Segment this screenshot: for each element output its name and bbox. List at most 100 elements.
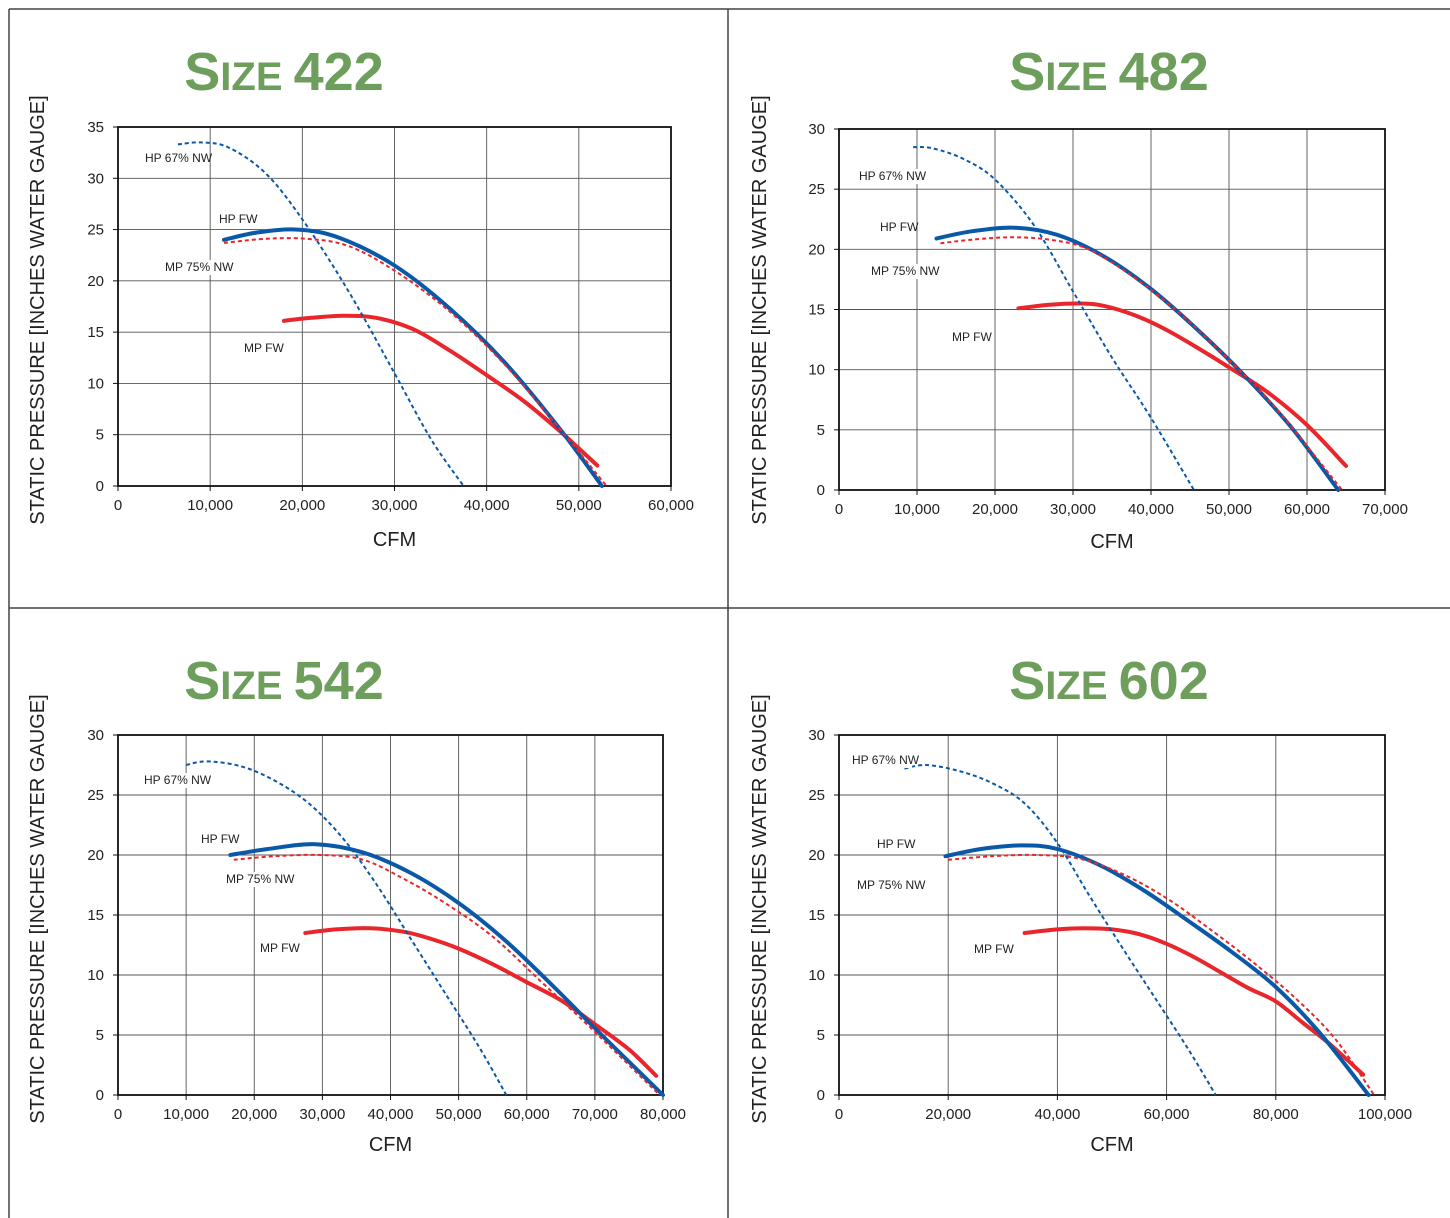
curve-label: HP 67% NW (145, 151, 213, 165)
curve-label-bg (855, 878, 918, 893)
y-tick-label: 30 (87, 727, 104, 744)
y-tick-label: 10 (808, 362, 825, 379)
y-tick-label: 15 (87, 907, 104, 924)
curve-label-bg (950, 330, 985, 345)
y-tick-label: 30 (808, 727, 825, 744)
series-line-mp-fw (1016, 301, 1348, 468)
y-tick-label: 10 (808, 967, 825, 984)
x-axis-label: CFM (1090, 531, 1133, 553)
curve-label-bg (163, 260, 226, 275)
series-line-hp-fw (228, 842, 665, 1097)
series-line-mp-75-nw (233, 853, 661, 1096)
x-tick-label: 0 (114, 1106, 122, 1123)
x-tick-label: 50,000 (436, 1106, 482, 1123)
series-line-hp-fw (943, 843, 1371, 1097)
series-line-mp-fw (281, 313, 600, 468)
curve-label: HP 67% NW (859, 169, 927, 183)
curve-label: MP 75% NW (857, 878, 926, 892)
x-tick-label: 70,000 (1362, 501, 1408, 518)
x-tick-label: 50,000 (556, 497, 602, 514)
curve-label-bg (850, 753, 913, 768)
y-tick-label: 5 (96, 1027, 104, 1044)
y-tick-label: 5 (817, 1027, 825, 1044)
x-tick-label: 50,000 (1206, 501, 1252, 518)
chart-svg: SIZE 422 0 10,000 20,000 30,000 40,000 50,000 6… (27, 42, 694, 551)
chart-svg: SIZE 602 0 20,000 40,000 60,000 80,000 100,000… (749, 651, 1412, 1156)
curve-label-bg (258, 941, 293, 956)
curve-label: MP 75% NW (165, 260, 234, 274)
series-line-mp-75-nw (940, 236, 1343, 491)
y-tick-label: 5 (96, 427, 104, 444)
y-tick-label: 25 (87, 222, 104, 239)
curve-label-bg (878, 220, 913, 235)
x-tick-label: 0 (835, 1106, 843, 1123)
x-tick-label: 20,000 (972, 501, 1018, 518)
y-tick-label: 20 (808, 241, 825, 258)
x-tick-label: 20,000 (231, 1106, 277, 1123)
x-tick-label: 40,000 (368, 1106, 414, 1123)
y-axis-label: STATIC PRESSURE [INCHES WATER GAUGE] (749, 95, 771, 524)
curve-label-bg (972, 942, 1007, 957)
y-tick-label: 0 (96, 478, 104, 495)
series-line-mp-fw (303, 926, 659, 1078)
series-line-mp-fw (1022, 926, 1366, 1077)
chart-title: SIZE 542 (184, 651, 383, 711)
curve-label: MP FW (244, 341, 284, 355)
y-tick-label: 0 (817, 1087, 825, 1104)
curve-label: MP 75% NW (871, 264, 940, 278)
x-tick-label: 20,000 (925, 1106, 971, 1123)
y-tick-label: 20 (87, 847, 104, 864)
x-tick-label: 60,000 (1284, 501, 1330, 518)
chart-panel-size-542: SIZE 542 0 10,000 20,000 30,000 40,000 50,000 6… (10, 609, 728, 1218)
x-axis-label: CFM (373, 529, 416, 551)
curve-label-bg (143, 151, 206, 166)
chart-title: SIZE 422 (184, 42, 383, 102)
y-tick-label: 5 (817, 422, 825, 439)
y-tick-label: 30 (808, 121, 825, 138)
series-line-hp-67-nw (913, 145, 1195, 491)
y-tick-label: 20 (87, 273, 104, 290)
series-line-hp-fw (934, 225, 1341, 492)
curve-label: HP FW (880, 220, 919, 234)
x-tick-label: 60,000 (1144, 1106, 1190, 1123)
x-tick-label: 40,000 (1034, 1106, 1080, 1123)
curve-label: HP FW (201, 832, 240, 846)
x-tick-label: 60,000 (648, 497, 694, 514)
curve-label-bg (875, 837, 910, 852)
curve-label-bg (224, 872, 287, 887)
x-tick-label: 40,000 (1128, 501, 1174, 518)
y-tick-label: 15 (808, 907, 825, 924)
curve-label: MP FW (260, 941, 300, 955)
curve-label: MP 75% NW (226, 872, 295, 886)
series-line-hp-fw (222, 227, 604, 488)
chart-panel-size-422: SIZE 422 0 10,000 20,000 30,000 40,000 50,000 6… (10, 10, 728, 608)
curve-label: HP 67% NW (852, 753, 920, 767)
y-tick-label: 35 (87, 119, 104, 136)
x-tick-label: 40,000 (464, 497, 510, 514)
curve-label: HP FW (877, 837, 916, 851)
series-line-hp-67-nw (177, 141, 465, 487)
y-tick-label: 30 (87, 170, 104, 187)
y-axis-label: STATIC PRESSURE [INCHES WATER GAUGE] (749, 694, 771, 1123)
y-tick-label: 15 (87, 324, 104, 341)
x-tick-label: 10,000 (894, 501, 940, 518)
y-axis-label: STATIC PRESSURE [INCHES WATER GAUGE] (27, 694, 49, 1123)
chart-title: SIZE 482 (1009, 42, 1208, 102)
x-tick-label: 30,000 (1050, 501, 1096, 518)
curve-label: MP FW (974, 942, 1014, 956)
curve-label-bg (242, 341, 277, 356)
y-tick-label: 0 (817, 482, 825, 499)
y-tick-label: 10 (87, 967, 104, 984)
chart-svg: SIZE 542 0 10,000 20,000 30,000 40,000 50,000 6… (27, 651, 686, 1156)
x-tick-label: 80,000 (1253, 1106, 1299, 1123)
series-line-hp-67-nw (904, 763, 1217, 1096)
curve-label: MP FW (952, 330, 992, 344)
y-tick-label: 0 (96, 1087, 104, 1104)
curve-label-bg (142, 773, 205, 788)
curve-label-bg (217, 212, 252, 227)
x-axis-label: CFM (1090, 1134, 1133, 1156)
series-line-mp-75-nw (223, 237, 608, 487)
x-tick-label: 30,000 (299, 1106, 345, 1123)
chart-panel-size-602: SIZE 602 0 20,000 40,000 60,000 80,000 100,000… (729, 609, 1450, 1218)
